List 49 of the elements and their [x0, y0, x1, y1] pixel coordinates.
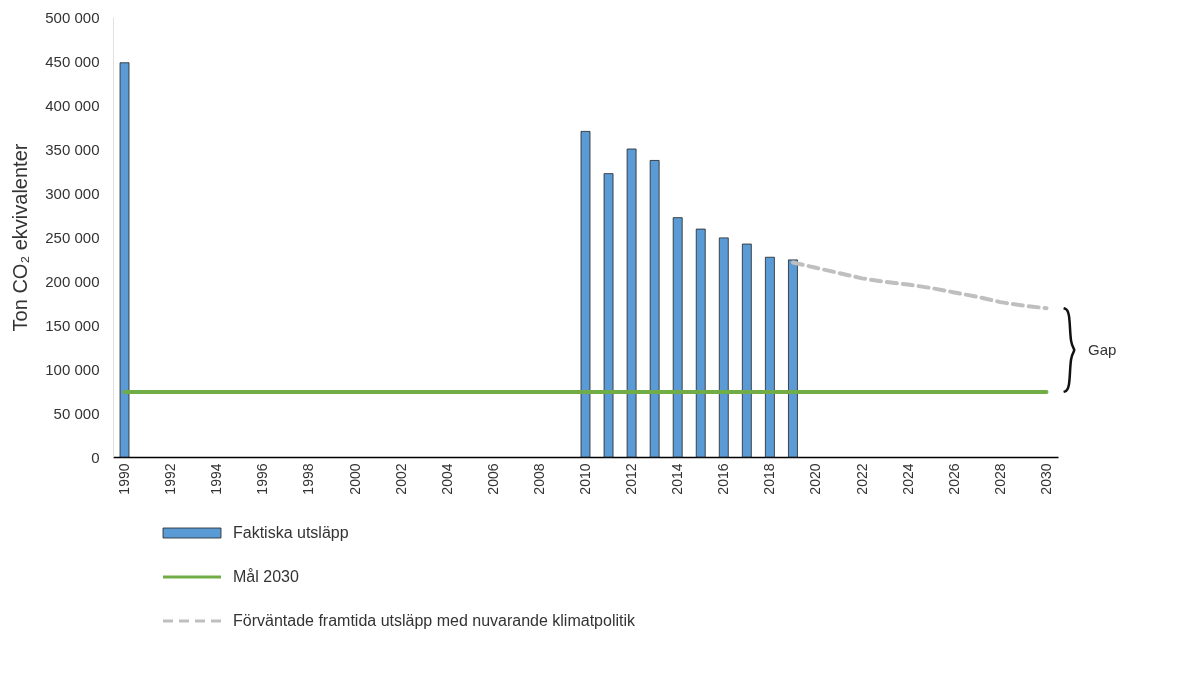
x-tick-label: 2014	[669, 463, 686, 495]
y-tick-label: 450 000	[45, 52, 100, 70]
x-tick-label: 2000	[346, 463, 363, 495]
x-tick-label: 1996	[254, 463, 271, 495]
x-tick-label: 2018	[761, 463, 778, 495]
y-tick-label: 150 000	[45, 316, 100, 334]
bar	[649, 160, 660, 458]
legend-label: Förväntade framtida utsläpp med nuvarande klimatpolitik	[233, 612, 636, 629]
y-tick-label: 300 000	[45, 184, 100, 202]
y-tick-label: 50 000	[53, 404, 100, 422]
y-axis-title: Ton CO₂ ekvivalenter	[9, 143, 32, 332]
line-series	[790, 260, 1049, 311]
x-tick-label: 2010	[577, 463, 593, 495]
x-tick-label: 2012	[623, 463, 640, 495]
x-tick-label: 1990	[116, 463, 133, 495]
y-tick-label: 200 000	[45, 272, 100, 290]
bar	[603, 173, 614, 458]
x-tick-label: 2026	[945, 463, 962, 495]
x-tick-label: 2024	[899, 463, 916, 495]
x-tick-label: 2028	[991, 463, 1008, 495]
x-tick-label: 2002	[392, 463, 409, 495]
y-tick-label: 350 000	[45, 140, 100, 158]
bar	[119, 62, 130, 458]
x-tick-label: 2016	[715, 463, 732, 495]
x-tick-label: 1992	[162, 463, 179, 495]
y-tick-label: 500 000	[45, 8, 100, 26]
y-tick-label: 100 000	[45, 360, 100, 378]
x-tick-label: 2030	[1037, 463, 1054, 495]
y-tick-label: 250 000	[45, 228, 100, 246]
x-tick-label: 2006	[484, 463, 501, 495]
bar	[741, 243, 752, 458]
legend-label: Faktiska utsläpp	[233, 524, 349, 541]
x-tick-label: 2004	[438, 463, 455, 495]
bar	[580, 131, 591, 458]
bar	[672, 217, 683, 458]
bar	[718, 237, 729, 458]
x-tick-label: 2022	[853, 463, 870, 495]
legend-label: Mål 2030	[233, 568, 299, 585]
text: Gap	[1087, 341, 1117, 359]
y-tick-label: 0	[91, 448, 100, 466]
x-tick-label: 1994	[208, 463, 225, 495]
y-tick-label: 400 000	[45, 96, 100, 114]
bar	[788, 259, 798, 458]
bar	[626, 148, 637, 458]
bar	[695, 228, 706, 458]
x-tick-label: 2020	[807, 463, 824, 495]
x-tick-label: 2008	[530, 463, 547, 495]
bar	[764, 256, 775, 458]
x-tick-label: 1998	[300, 463, 317, 495]
